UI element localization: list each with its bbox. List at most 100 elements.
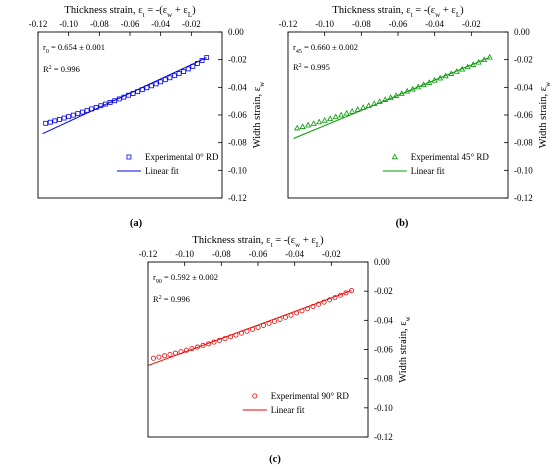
x-axis-title: Thickness strain, εt = -(εw + εL) <box>192 235 324 249</box>
xlabel-subscript: L <box>456 11 460 19</box>
data-point <box>233 332 239 338</box>
linear-fit-line <box>42 57 207 135</box>
data-point <box>332 113 339 120</box>
data-point <box>310 303 316 309</box>
data-point <box>326 297 332 303</box>
data-point <box>420 81 427 88</box>
r-symbol: r <box>293 42 296 52</box>
xlabel-subscript: w <box>435 11 441 19</box>
xlabel-epsilon: ε <box>138 5 143 16</box>
data-point <box>409 85 416 92</box>
r2-annotation: R2 = 0.996 <box>43 64 80 74</box>
legend-label-fit: Linear fit <box>145 166 179 176</box>
data-point <box>310 120 317 126</box>
x-tick-label: -0.10 <box>59 19 78 29</box>
data-point <box>204 55 210 60</box>
legend-label-fit: Linear fit <box>411 166 445 176</box>
data-point <box>70 112 76 118</box>
data-point <box>343 290 349 296</box>
r-subscript: 45 <box>296 49 302 55</box>
data-point <box>354 106 361 112</box>
data-point <box>442 72 449 79</box>
data-point <box>282 314 288 320</box>
data-point <box>321 299 327 305</box>
data-point <box>185 66 191 72</box>
data-point <box>80 109 85 115</box>
y-tick-label: -0.10 <box>514 165 533 175</box>
ylabel-subscript: w <box>544 81 550 87</box>
x-tick-label: -0.02 <box>322 249 341 259</box>
data-point <box>260 322 266 328</box>
r-subscript: 90 <box>156 279 162 285</box>
data-point <box>190 63 196 69</box>
xlabel-epsilon: ε <box>163 5 168 16</box>
r-value-annotation: r0 = 0.654 ± 0.001 <box>43 42 105 55</box>
ylabel-text: Width strain, <box>398 326 409 383</box>
xlabel-text: = -( <box>273 235 292 246</box>
legend-label-experimental: Experimental 0° RD <box>145 152 219 162</box>
data-point <box>327 115 334 121</box>
xlabel-text: Thickness strain, <box>332 5 406 16</box>
data-point <box>431 76 438 83</box>
data-point <box>153 81 159 87</box>
data-point <box>130 91 136 96</box>
data-point <box>343 109 350 116</box>
data-point <box>149 83 154 89</box>
data-point <box>205 341 211 347</box>
data-point <box>139 87 145 93</box>
legend-marker <box>391 153 398 160</box>
xlabel-subscript: w <box>167 11 173 19</box>
data-point <box>365 102 372 108</box>
data-point <box>426 79 433 85</box>
data-point <box>112 98 118 104</box>
y-tick-label: -0.12 <box>228 193 247 203</box>
data-point <box>294 124 301 131</box>
data-point <box>84 108 90 113</box>
y-tick-label: -0.06 <box>374 345 393 355</box>
data-point <box>61 115 67 121</box>
data-point <box>144 85 150 91</box>
r2-superscript: 2 <box>299 63 302 69</box>
data-point <box>107 100 113 105</box>
y-tick-label: -0.04 <box>514 82 533 92</box>
data-point <box>299 123 306 129</box>
legend-label-fit: Linear fit <box>271 405 305 415</box>
r-symbol: r <box>153 272 156 282</box>
data-point <box>348 288 354 294</box>
panel-caption: (c) <box>269 454 281 465</box>
plot-frame <box>287 31 509 199</box>
r2-value: = 0.996 <box>162 294 190 304</box>
xlabel-subscript: L <box>188 11 192 19</box>
data-point <box>475 58 482 65</box>
x-tick-label: -0.06 <box>389 19 408 29</box>
data-point <box>481 56 488 63</box>
data-point <box>156 354 162 360</box>
data-point <box>464 63 471 70</box>
r2-value: = 0.996 <box>52 64 80 74</box>
data-point <box>43 120 49 126</box>
data-point <box>266 320 272 326</box>
ylabel-epsilon: ε <box>398 321 409 326</box>
r2-symbol: R <box>153 294 159 304</box>
x-tick-label: -0.02 <box>182 19 201 29</box>
data-point <box>66 114 72 120</box>
y-tick-label: -0.12 <box>374 432 393 442</box>
data-point <box>415 83 422 90</box>
y-tick-label: -0.04 <box>374 315 393 325</box>
data-point <box>299 308 305 314</box>
data-point <box>178 349 184 355</box>
data-point <box>172 350 178 356</box>
data-point <box>244 328 250 334</box>
data-point <box>116 96 122 102</box>
data-point <box>470 61 477 67</box>
data-point <box>227 334 233 340</box>
data-point <box>238 330 244 336</box>
y-tick-label: -0.02 <box>374 286 393 296</box>
data-point <box>293 310 299 316</box>
r-value: = 0.660 ± 0.002 <box>302 42 358 52</box>
data-point <box>52 118 58 124</box>
y-tick-label: -0.06 <box>228 110 247 120</box>
data-point <box>135 89 141 95</box>
y-tick-label: 0.00 <box>374 257 390 267</box>
